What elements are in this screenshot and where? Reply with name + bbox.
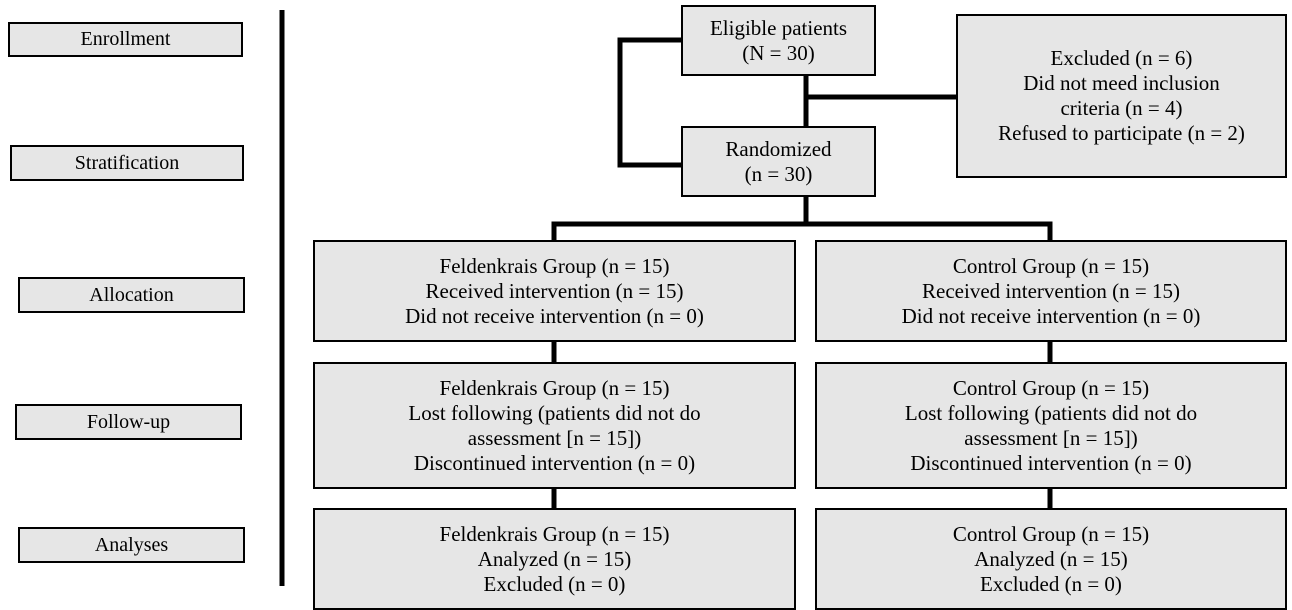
stage-label: Enrollment [8,22,243,57]
box-text: assessment [n = 15]) [467,425,642,450]
box-text: Control Group (n = 15) [952,375,1150,400]
box-text: Feldenkrais Group (n = 15) [439,375,670,400]
allocation-box: Feldenkrais Group (n = 15) Received inter… [313,240,796,342]
box-text: Received intervention (n = 15) [425,278,684,303]
box-text: Discontinued intervention (n = 0) [413,450,696,475]
box-text: Discontinued intervention (n = 0) [910,450,1192,475]
box-text: Did not receive intervention (n = 0) [901,303,1201,328]
allocation-box: Control Group (n = 15) Received intervent… [815,240,1287,342]
randomized-box: Randomized (n = 30) [681,126,876,197]
box-text: Did not receive intervention (n = 0) [405,303,704,328]
box-text: Randomized [725,136,832,161]
box-text: Feldenkrais Group (n = 15) [439,521,670,546]
box-text: (N = 30) [742,40,815,65]
box-text: Allocation [89,283,174,306]
analyses-box: Feldenkrais Group (n = 15) Analyzed (n = … [313,508,796,610]
stage-label: Allocation [18,277,245,313]
follow-up-box: Control Group (n = 15) Lost following (pa… [815,362,1287,489]
box-text: Control Group (n = 15) [952,521,1150,546]
stage-label: Stratification [10,145,244,181]
connector [551,221,1053,242]
box-text: Did not meed inclusion [1023,71,1220,95]
box-text: Excluded (n = 0) [980,571,1122,596]
box-text: assessment [n = 15]) [964,425,1138,450]
box-text: Excluded (n = 0) [483,571,626,596]
excluded-box: Excluded (n = 6) Did not meed inclusion cr… [956,14,1287,178]
box-text: Lost following (patients did not do [904,400,1198,425]
box-text: Enrollment [80,28,171,50]
box-text: Eligible patients [709,15,848,40]
box-text: Follow-up [86,410,171,433]
stage-label: Follow-up [15,404,242,440]
box-text: Feldenkrais Group (n = 15) [439,253,670,278]
connector [617,37,683,168]
box-text: (n = 30) [744,161,813,186]
box-text: Refused to participate (n = 2) [998,121,1245,145]
box-text: Excluded (n = 6) [1050,46,1193,70]
analyses-box: Control Group (n = 15) Analyzed (n = 15) E… [815,508,1287,610]
follow-up-box: Feldenkrais Group (n = 15) Lost following… [313,362,796,489]
eligible-box: Eligible patients (N = 30) [681,5,876,76]
box-text: criteria (n = 4) [1060,96,1183,120]
box-text: Received intervention (n = 15) [922,278,1180,303]
box-text: Control Group (n = 15) [952,253,1150,278]
box-text: Analyzed (n = 15) [974,546,1128,571]
box-text: Stratification [74,151,180,174]
box-text: Analyses [94,533,169,556]
box-text: Lost following (patients did not do [408,400,701,425]
box-text: Analyzed (n = 15) [477,546,632,571]
stage-label: Analyses [18,527,245,563]
